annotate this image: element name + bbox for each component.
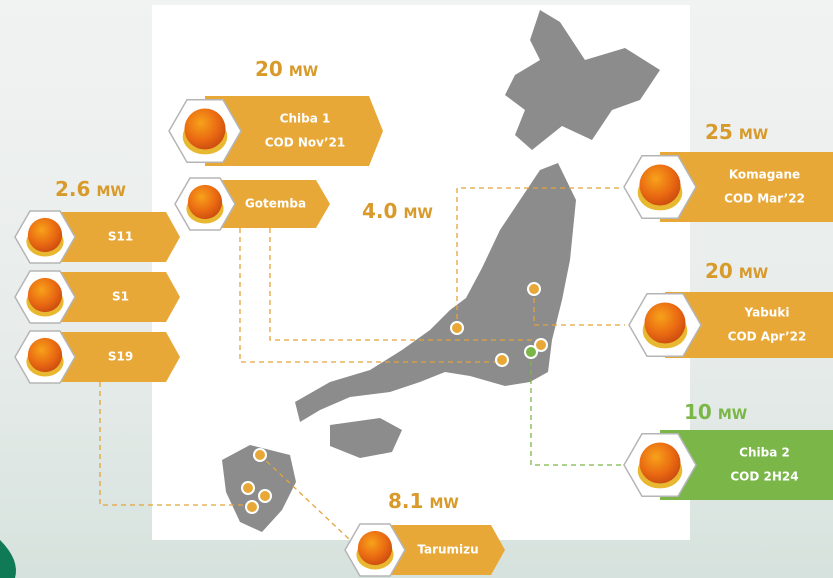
site-dot (495, 353, 509, 367)
project-box: Chiba 2 COD 2H24 (623, 430, 833, 500)
leader-line (456, 187, 620, 328)
site-dot (241, 481, 255, 495)
capacity-value: 25 (705, 120, 733, 144)
capacity-unit: MW (403, 206, 432, 222)
capacity-value: 20 (255, 57, 283, 81)
capacity-unit: MW (739, 127, 768, 143)
hokkaido (505, 10, 660, 150)
leader-lines (99, 187, 625, 541)
box-text: Chiba 1 (280, 112, 331, 126)
project-box: S19 (14, 330, 180, 384)
box-text: S11 (108, 230, 133, 244)
box-body (45, 272, 180, 322)
icon-ball (639, 164, 681, 206)
capacity-value: 10 (684, 400, 712, 424)
capacity-unit: MW (718, 407, 747, 423)
capacity-label: 10 MW (684, 400, 747, 424)
icon-ball (644, 302, 686, 344)
capacity-value: 4.0 (362, 199, 397, 223)
box-text: Yabuki (744, 306, 790, 320)
box-body (205, 180, 330, 228)
leader-line (259, 454, 351, 541)
box-text: COD Mar’22 (724, 192, 805, 206)
site-dot (245, 500, 259, 514)
box-body (660, 430, 833, 500)
box-body (45, 332, 180, 382)
capacity-label: 25 MW (705, 120, 768, 144)
box-text: COD 2H24 (730, 470, 798, 484)
capacity-unit: MW (289, 64, 318, 80)
icon-ball (184, 108, 226, 150)
leader-line (530, 352, 622, 466)
project-box: Tarumizu (344, 523, 505, 577)
icon-ball (639, 442, 681, 484)
project-box: S11 (14, 210, 180, 264)
capacity-label: 2.6 MW (55, 177, 126, 201)
shikoku (330, 418, 402, 458)
capacity-unit: MW (96, 184, 125, 200)
box-body (205, 96, 383, 166)
icon-ball (357, 530, 393, 566)
box-body (375, 525, 505, 575)
kyushu (222, 445, 296, 532)
capacity-value: 20 (705, 259, 733, 283)
project-box: Yabuki COD Apr’22 (628, 292, 833, 358)
site-dots (241, 282, 548, 514)
capacity-label: 20 MW (705, 259, 768, 283)
box-text: Gotemba (245, 197, 306, 211)
site-dot (524, 345, 538, 359)
corner-accent (0, 540, 16, 578)
leader-line (533, 289, 625, 326)
box-body (660, 152, 833, 222)
site-dot (258, 489, 272, 503)
icon-ball (27, 277, 63, 313)
site-dot (534, 338, 548, 352)
capacity-value: 8.1 (388, 489, 423, 513)
capacity-unit: MW (429, 496, 458, 512)
capacity-label: 20 MW (255, 57, 318, 81)
project-box: S1 (14, 270, 180, 324)
capacity-unit: MW (739, 266, 768, 282)
box-text: COD Apr’22 (728, 330, 807, 344)
site-dot (253, 448, 267, 462)
project-box: Chiba 1 COD Nov’21 (168, 96, 383, 166)
icon-ball (187, 184, 223, 220)
capacity-value: 2.6 (55, 177, 90, 201)
capacity-label: 8.1 MW (388, 489, 459, 513)
box-text: COD Nov’21 (265, 136, 346, 150)
icon-ball (27, 217, 63, 253)
box-text: Komagane (729, 168, 800, 182)
leader-line (239, 228, 502, 363)
box-body (665, 292, 833, 358)
project-box: Komagane COD Mar’22 (623, 152, 833, 222)
icon-ball (27, 337, 63, 373)
leader-line (99, 382, 248, 506)
capacity-label: 4.0 MW (362, 199, 433, 223)
box-body (45, 212, 180, 262)
project-box: Gotemba (174, 177, 330, 231)
site-dot (527, 282, 541, 296)
site-dot (450, 321, 464, 335)
box-text: S19 (108, 350, 133, 364)
leader-line (269, 228, 541, 341)
box-text: Chiba 2 (739, 446, 790, 460)
box-text: S1 (112, 290, 129, 304)
box-text: Tarumizu (417, 543, 478, 557)
